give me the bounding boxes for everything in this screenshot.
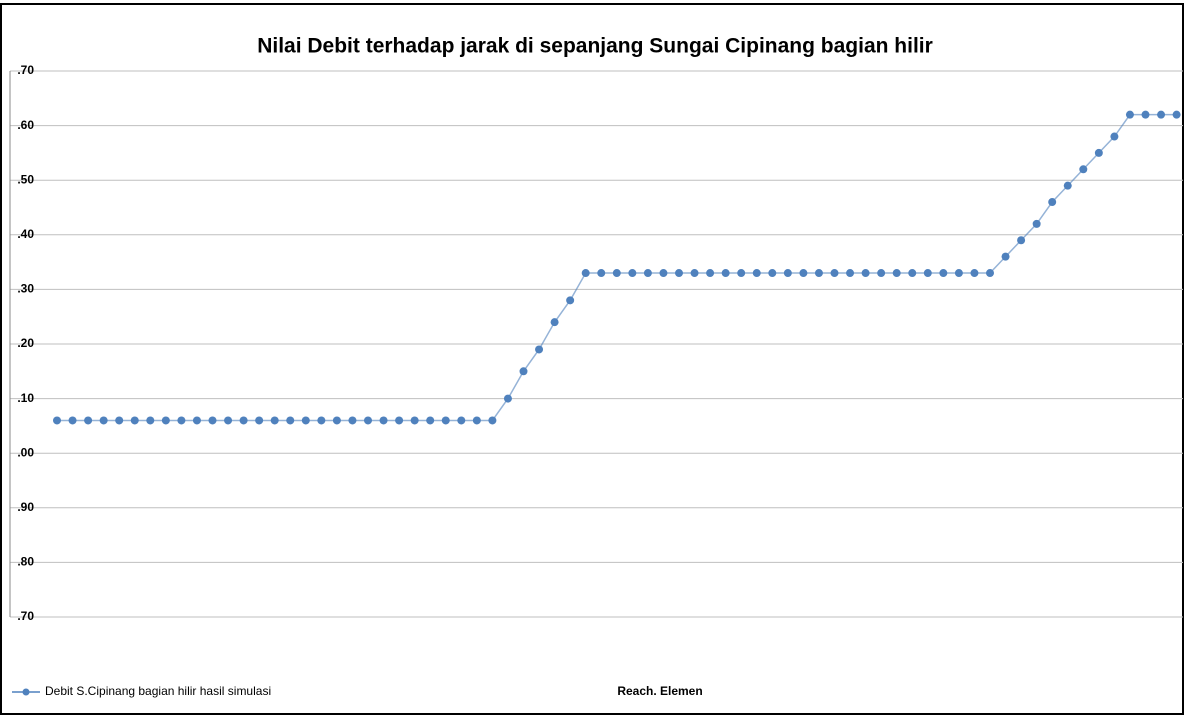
- x-axis-label: Reach. Elemen: [617, 684, 702, 698]
- data-point: [986, 269, 994, 278]
- data-point: [581, 269, 590, 278]
- legend-marker: [22, 688, 30, 696]
- data-point: [1048, 198, 1057, 207]
- chart-title: Nilai Debit terhadap jarak di sepanjang …: [257, 35, 933, 58]
- data-point: [53, 416, 61, 425]
- y-tick-label: .70: [17, 609, 34, 623]
- data-point: [643, 269, 652, 278]
- data-point: [814, 269, 823, 278]
- data-point: [970, 269, 979, 278]
- y-tick-label: .30: [17, 282, 34, 296]
- data-point: [270, 416, 279, 425]
- data-point: [379, 416, 388, 425]
- data-point: [737, 269, 746, 278]
- data-point: [130, 416, 139, 425]
- data-point: [612, 269, 621, 278]
- data-point: [472, 416, 481, 425]
- data-point: [675, 269, 683, 278]
- data-point: [550, 318, 559, 327]
- data-point: [146, 416, 155, 425]
- data-point: [597, 269, 606, 278]
- data-point: [954, 269, 963, 278]
- data-point: [426, 416, 435, 425]
- legend-label: Debit S.Cipinang bagian hilir hasil simu…: [45, 684, 271, 698]
- data-point: [1094, 148, 1103, 157]
- y-tick-label: .70: [17, 63, 34, 77]
- y-tick-label: .80: [17, 555, 34, 569]
- y-tick-label: .00: [17, 445, 34, 459]
- data-point: [348, 416, 357, 425]
- data-point: [908, 269, 917, 278]
- data-point: [519, 367, 528, 376]
- y-tick-label: .60: [17, 118, 34, 132]
- y-tick-label: .50: [17, 172, 34, 186]
- data-point: [861, 269, 870, 278]
- data-point: [99, 416, 108, 425]
- frame: [0, 3, 1184, 715]
- data-point: [332, 416, 341, 425]
- data-point: [706, 269, 715, 278]
- data-point: [830, 269, 839, 278]
- data-point: [846, 269, 855, 278]
- data-point: [255, 416, 264, 425]
- data-point: [768, 269, 777, 278]
- data-point: [224, 416, 233, 425]
- data-point: [659, 269, 668, 278]
- data-point: [208, 416, 217, 425]
- y-tick-label: .20: [17, 336, 34, 350]
- data-point: [301, 416, 310, 425]
- data-point: [84, 416, 93, 425]
- data-point: [115, 416, 124, 425]
- data-point: [892, 269, 901, 278]
- y-tick-label: .40: [17, 227, 34, 241]
- data-point: [68, 416, 77, 425]
- data-point: [1079, 165, 1088, 174]
- data-point: [395, 416, 404, 425]
- data-point: [239, 416, 248, 425]
- data-point: [488, 416, 497, 425]
- data-point: [457, 416, 466, 425]
- y-tick-label: .10: [17, 391, 34, 405]
- data-point: [441, 416, 450, 425]
- data-point: [1172, 110, 1181, 119]
- data-point: [752, 269, 761, 278]
- data-point: [161, 416, 170, 425]
- data-point: [410, 416, 419, 425]
- data-point: [1017, 236, 1026, 245]
- data-point: [1110, 132, 1119, 141]
- data-point: [177, 416, 186, 425]
- y-tick-label: .90: [17, 500, 34, 514]
- data-point: [783, 269, 792, 278]
- data-point: [364, 416, 372, 425]
- data-point: [503, 394, 512, 403]
- data-point: [628, 269, 637, 278]
- data-point: [286, 416, 295, 425]
- data-point: [1001, 252, 1010, 261]
- data-point: [1141, 110, 1150, 119]
- data-point: [1032, 219, 1041, 228]
- data-point: [1125, 110, 1134, 119]
- data-point: [1157, 110, 1166, 119]
- data-point: [721, 269, 730, 278]
- data-point: [939, 269, 948, 278]
- data-point: [192, 416, 201, 425]
- data-point: [535, 345, 544, 354]
- data-point: [877, 269, 886, 278]
- data-point: [923, 269, 932, 278]
- data-point: [799, 269, 808, 278]
- data-point: [690, 269, 699, 278]
- data-point: [566, 296, 575, 305]
- data-point: [1063, 181, 1072, 190]
- data-point: [317, 416, 326, 425]
